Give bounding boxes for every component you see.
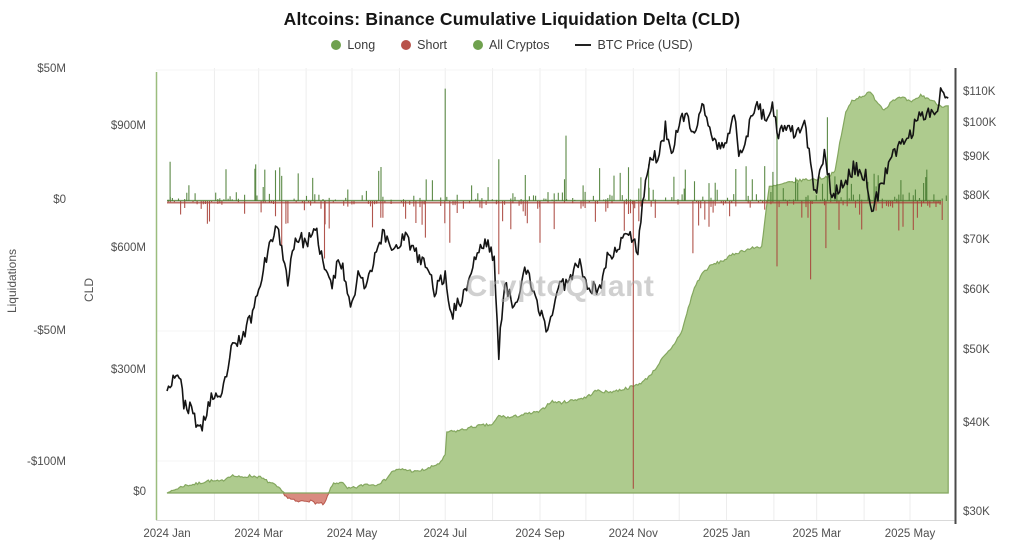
x-axis-tick-label: 2024 Jan xyxy=(143,528,191,540)
x-axis-tick-label: 2024 May xyxy=(326,528,378,540)
legend-dot-icon xyxy=(331,40,342,50)
x-axis-tick-label: 2024 Sep xyxy=(515,528,565,540)
legend-item-btc-price-usd[interactable]: BTC Price (USD) xyxy=(575,38,693,52)
chart-title: Altcoins: Binance Cumulative Liquidation… xyxy=(283,9,741,29)
liquidations-tick-label: $50M xyxy=(37,63,66,76)
liquidations-axis-title: Liquidations xyxy=(5,248,19,314)
x-axis-tick-label: 2024 Nov xyxy=(608,528,658,540)
cld-area-series-negative xyxy=(167,492,949,506)
legend-label: BTC Price (USD) xyxy=(597,38,693,52)
cld-tick-label: $900M xyxy=(110,120,146,132)
legend-label: Long xyxy=(347,38,376,52)
x-axis-tick-label: 2024 Mar xyxy=(234,528,284,540)
legend-dot-icon xyxy=(473,40,484,50)
cld-tick-label: $300M xyxy=(110,364,146,376)
liquidations-tick-label: -$100M xyxy=(27,455,66,468)
cld-area-series xyxy=(166,91,949,494)
btc-price-tick-label: $80K xyxy=(963,190,990,202)
legend-item-short[interactable]: Short xyxy=(401,38,447,52)
legend-label: All Cryptos xyxy=(489,38,550,52)
btc-price-tick-label: $90K xyxy=(963,151,990,164)
cld-axis-title: CLD xyxy=(82,278,96,303)
btc-price-tick-label: $70K xyxy=(963,233,990,246)
chart-legend: Long Short All Cryptos BTC Price (USD) xyxy=(0,38,1024,52)
liquidations-tick-label: $0 xyxy=(53,194,66,206)
legend-item-long[interactable]: Long xyxy=(331,38,375,52)
btc-price-line xyxy=(166,87,949,432)
legend-item-all-cryptos[interactable]: All Cryptos xyxy=(473,38,549,52)
cld-tick-label: $0 xyxy=(133,486,146,498)
btc-price-tick-label: $100K xyxy=(963,117,997,130)
x-axis-tick-label: 2025 Jan xyxy=(702,528,751,540)
x-axis-tick-label: 2025 May xyxy=(884,528,936,540)
x-axis-tick-label: 2025 Mar xyxy=(792,528,842,540)
btc-price-tick-label: $30K xyxy=(963,506,990,518)
btc-price-tick-label: $110K xyxy=(963,85,996,98)
legend-dot-icon xyxy=(401,40,412,50)
btc-price-tick-label: $50K xyxy=(963,343,990,356)
btc-price-tick-label: $40K xyxy=(963,416,990,429)
cld-tick-label: $600M xyxy=(110,242,146,254)
liquidations-tick-label: -$50M xyxy=(33,324,66,337)
legend-line-icon xyxy=(575,44,592,46)
x-axis-tick-label: 2024 Jul xyxy=(423,528,467,540)
legend-label: Short xyxy=(417,38,448,52)
btc-price-tick-label: $60K xyxy=(963,284,990,297)
